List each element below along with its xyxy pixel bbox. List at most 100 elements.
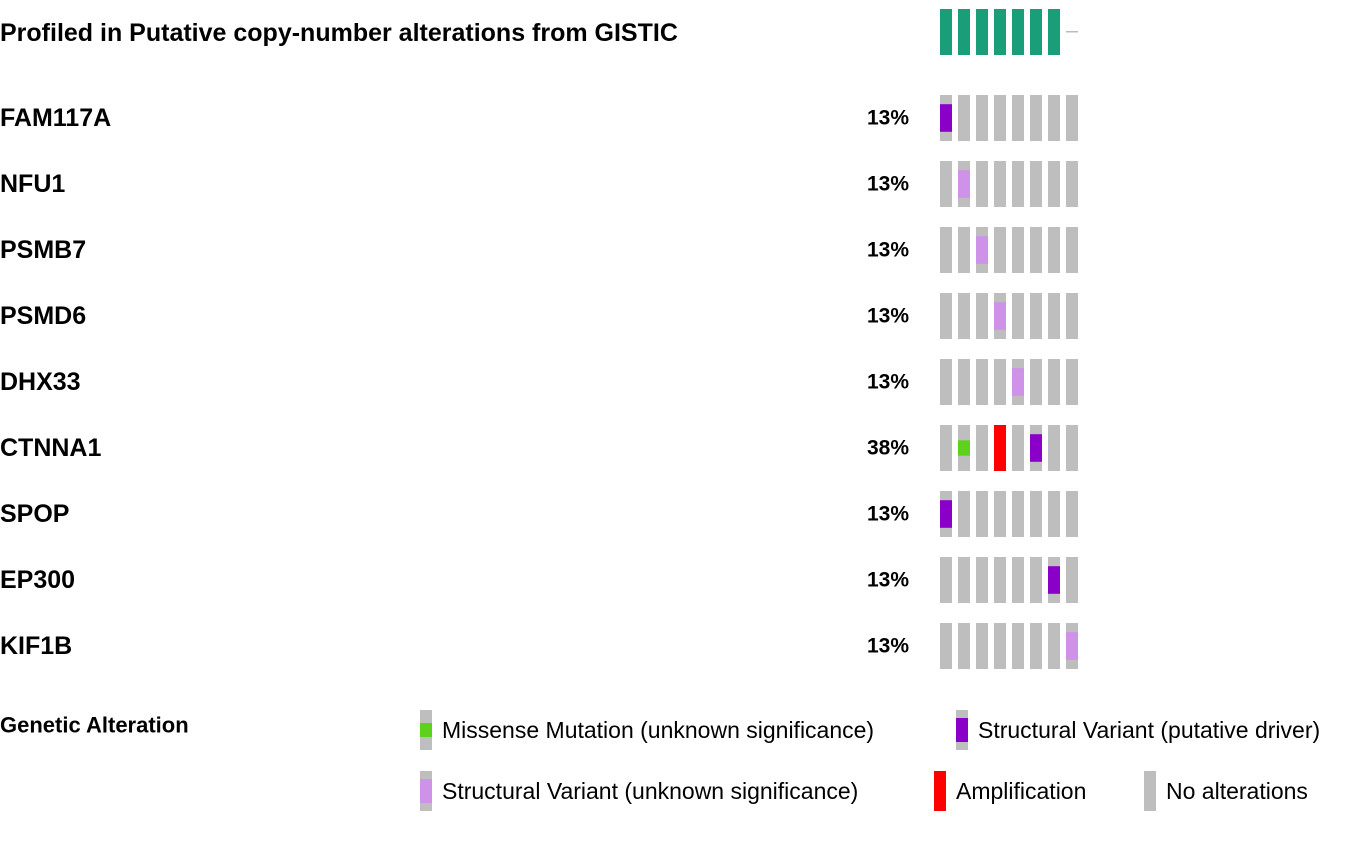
profiled-cell bbox=[940, 9, 952, 55]
sample-cell bbox=[1066, 491, 1078, 537]
sample-cell bbox=[958, 95, 970, 141]
sample-cell bbox=[1012, 557, 1024, 603]
sample-cell bbox=[1048, 425, 1060, 471]
sample-cell bbox=[1048, 359, 1060, 405]
sample-cell bbox=[940, 623, 952, 669]
sv-driver-mark bbox=[1048, 566, 1060, 594]
sample-cell bbox=[1066, 293, 1078, 339]
missense-mark bbox=[958, 440, 970, 456]
gene-label: PSMD6 bbox=[0, 302, 86, 330]
legend-title: Genetic Alteration bbox=[0, 713, 189, 738]
sv-unknown-mark bbox=[1066, 632, 1078, 660]
gene-label: FAM117A bbox=[0, 104, 111, 132]
gene-label: DHX33 bbox=[0, 368, 81, 396]
sample-cell bbox=[1012, 491, 1024, 537]
sample-cell bbox=[976, 293, 988, 339]
sample-cell bbox=[994, 557, 1006, 603]
gene-percent: 13% bbox=[867, 173, 909, 196]
sample-cell bbox=[1066, 557, 1078, 603]
sample-cell bbox=[976, 557, 988, 603]
gene-label: KIF1B bbox=[0, 632, 72, 660]
gene-label: CTNNA1 bbox=[0, 434, 101, 462]
sample-cell bbox=[958, 557, 970, 603]
sample-cell bbox=[1048, 491, 1060, 537]
sample-cell bbox=[940, 227, 952, 273]
sample-cell bbox=[1030, 359, 1042, 405]
gene-percent: 13% bbox=[867, 239, 909, 262]
sample-cell bbox=[1048, 227, 1060, 273]
sample-cell bbox=[994, 95, 1006, 141]
sv-driver-mark bbox=[940, 104, 952, 132]
sample-cell bbox=[1012, 227, 1024, 273]
sample-cell bbox=[976, 359, 988, 405]
legend-label: Structural Variant (putative driver) bbox=[978, 717, 1320, 743]
gene-percent: 13% bbox=[867, 503, 909, 526]
sample-cell bbox=[958, 227, 970, 273]
sample-cell bbox=[940, 293, 952, 339]
sample-cell bbox=[994, 623, 1006, 669]
gene-percent: 13% bbox=[867, 635, 909, 658]
sample-cell bbox=[1030, 557, 1042, 603]
gene-percent: 38% bbox=[867, 437, 909, 460]
sample-cell bbox=[976, 95, 988, 141]
sample-cell bbox=[1048, 623, 1060, 669]
sample-cell bbox=[994, 227, 1006, 273]
sample-cell bbox=[1030, 623, 1042, 669]
profiled-cell bbox=[994, 9, 1006, 55]
legend-label: Missense Mutation (unknown significance) bbox=[442, 717, 874, 743]
profiled-cell bbox=[958, 9, 970, 55]
sample-cell bbox=[1048, 95, 1060, 141]
legend-swatch bbox=[956, 718, 968, 742]
sv-unknown-mark bbox=[958, 170, 970, 198]
gene-percent: 13% bbox=[867, 305, 909, 328]
sv-unknown-mark bbox=[994, 302, 1006, 330]
sample-cell bbox=[940, 425, 952, 471]
sample-cell bbox=[1012, 161, 1024, 207]
gene-label: PSMB7 bbox=[0, 236, 86, 264]
sv-unknown-mark bbox=[1012, 368, 1024, 396]
profiled-cell bbox=[1030, 9, 1042, 55]
sample-cell bbox=[940, 557, 952, 603]
sample-cell bbox=[1012, 293, 1024, 339]
legend-swatch bbox=[420, 723, 432, 737]
sv-unknown-mark bbox=[976, 236, 988, 264]
sample-cell bbox=[1066, 359, 1078, 405]
sample-cell bbox=[940, 359, 952, 405]
sample-cell bbox=[1066, 227, 1078, 273]
legend-label: Structural Variant (unknown significance… bbox=[442, 778, 858, 804]
amplification-mark bbox=[994, 425, 1006, 471]
not-profiled-cell bbox=[1066, 31, 1078, 33]
gene-label: SPOP bbox=[0, 500, 69, 528]
sample-cell bbox=[976, 491, 988, 537]
sv-driver-mark bbox=[940, 500, 952, 528]
legend-swatch bbox=[420, 779, 432, 803]
sample-cell bbox=[1048, 293, 1060, 339]
sample-cell bbox=[1030, 491, 1042, 537]
legend-swatch bbox=[934, 771, 946, 811]
sample-cell bbox=[1012, 95, 1024, 141]
sample-cell bbox=[1048, 161, 1060, 207]
track-title: Profiled in Putative copy-number alterat… bbox=[0, 19, 678, 47]
sample-cell bbox=[1066, 425, 1078, 471]
profiled-cell bbox=[1012, 9, 1024, 55]
gene-percent: 13% bbox=[867, 569, 909, 592]
sample-cell bbox=[1030, 293, 1042, 339]
sample-cell bbox=[1066, 161, 1078, 207]
profiled-cell bbox=[976, 9, 988, 55]
legend-label: No alterations bbox=[1166, 778, 1308, 804]
gene-percent: 13% bbox=[867, 107, 909, 130]
legend-swatch-base bbox=[1144, 771, 1156, 811]
profiled-cell bbox=[1048, 9, 1060, 55]
sample-cell bbox=[1066, 95, 1078, 141]
sample-cell bbox=[958, 359, 970, 405]
sample-cell bbox=[976, 623, 988, 669]
sample-cell bbox=[1012, 425, 1024, 471]
gene-percent: 13% bbox=[867, 371, 909, 394]
sample-cell bbox=[994, 491, 1006, 537]
sample-cell bbox=[994, 161, 1006, 207]
gene-label: NFU1 bbox=[0, 170, 65, 198]
sample-cell bbox=[976, 161, 988, 207]
sample-cell bbox=[958, 491, 970, 537]
sv-driver-mark bbox=[1030, 434, 1042, 462]
